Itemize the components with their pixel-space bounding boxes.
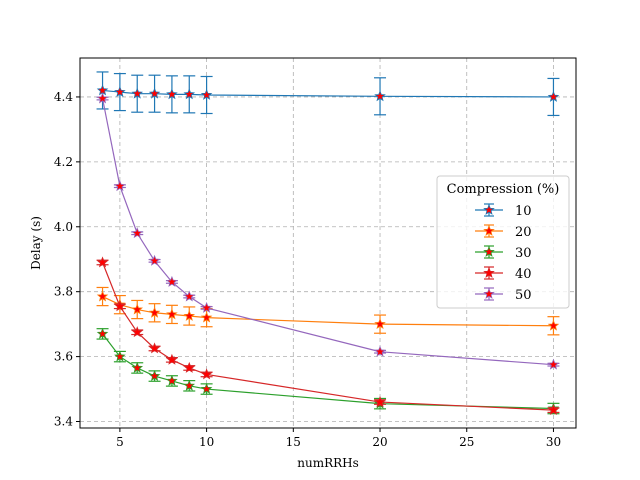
data-point — [547, 319, 560, 331]
y-axis-label: Delay (s) — [29, 216, 43, 270]
series-50 — [96, 92, 560, 370]
x-tick-label: 10 — [199, 435, 214, 449]
legend-entry-40: 40 — [475, 266, 532, 282]
series-layer — [96, 71, 560, 416]
data-point — [374, 90, 386, 102]
data-point — [200, 368, 213, 380]
legend-box — [436, 175, 570, 309]
data-point — [96, 327, 109, 339]
data-point — [200, 382, 213, 394]
data-point — [148, 342, 161, 354]
legend-marker — [483, 266, 495, 278]
data-point — [183, 309, 196, 321]
data-point — [131, 87, 144, 99]
y-tick-label: 3.6 — [54, 350, 73, 364]
data-point — [96, 290, 109, 302]
legend-marker — [483, 245, 495, 257]
data-point — [114, 300, 126, 312]
y-tick-label: 3.4 — [54, 415, 73, 429]
series-10 — [96, 71, 560, 117]
data-point — [166, 308, 178, 320]
data-point — [200, 88, 213, 100]
data-point — [374, 345, 386, 357]
data-point — [200, 311, 213, 323]
data-point — [166, 374, 178, 386]
legend-label: 10 — [515, 204, 532, 219]
data-point — [183, 290, 196, 302]
x-axis-label: numRRHs — [297, 456, 359, 470]
series-20 — [96, 286, 560, 336]
y-tick-label: 4.2 — [54, 155, 73, 169]
data-point — [166, 353, 178, 365]
data-point — [547, 404, 560, 416]
data-point — [96, 92, 109, 104]
legend-marker — [483, 203, 495, 215]
data-point — [131, 303, 144, 315]
data-point — [148, 87, 161, 99]
series-line — [102, 333, 554, 410]
legend-marker — [483, 224, 495, 236]
x-tick-label: 15 — [286, 435, 301, 449]
data-point — [183, 361, 196, 373]
legend-label: 20 — [515, 225, 532, 240]
ticks: 5 10 15 20 25 30 3.4 3.6 3.8 4.0 4.2 4.4 — [54, 90, 561, 449]
legend-label: 50 — [515, 288, 532, 303]
data-point — [547, 358, 560, 370]
x-tick-label: 30 — [546, 435, 561, 449]
data-point — [148, 369, 161, 381]
legend-label: 40 — [515, 267, 532, 282]
legend-entry-10: 10 — [475, 203, 532, 219]
legend-title: Compression (%) — [447, 182, 560, 197]
y-tick-label: 4.4 — [54, 90, 73, 104]
data-point — [166, 275, 178, 287]
data-point — [114, 350, 126, 362]
data-point — [131, 361, 144, 373]
data-point — [131, 227, 144, 239]
legend-label: 30 — [515, 246, 532, 261]
data-point — [200, 301, 213, 313]
legend-marker — [483, 287, 495, 299]
legend: Compression (%) 10 20 30 40 50 — [436, 175, 570, 309]
data-point — [374, 395, 386, 407]
x-tick-label: 5 — [116, 435, 124, 449]
x-tick-label: 20 — [372, 435, 387, 449]
series-30 — [96, 327, 560, 415]
data-point — [374, 318, 386, 330]
data-point — [96, 256, 109, 268]
data-point — [547, 90, 560, 102]
series-40 — [96, 256, 560, 416]
data-point — [166, 88, 178, 100]
data-point — [148, 306, 161, 318]
legend-entry-50: 50 — [475, 287, 532, 303]
x-tick-label: 25 — [459, 435, 474, 449]
legend-entry-20: 20 — [475, 224, 532, 240]
data-point — [131, 326, 144, 338]
plot-frame — [79, 57, 577, 429]
data-point — [183, 88, 196, 100]
y-tick-label: 4.0 — [54, 220, 73, 234]
data-point — [114, 86, 126, 97]
data-point — [114, 180, 126, 192]
legend-entry-30: 30 — [475, 245, 532, 261]
data-point — [183, 379, 196, 391]
y-tick-label: 3.8 — [54, 285, 73, 299]
data-point — [148, 254, 161, 266]
